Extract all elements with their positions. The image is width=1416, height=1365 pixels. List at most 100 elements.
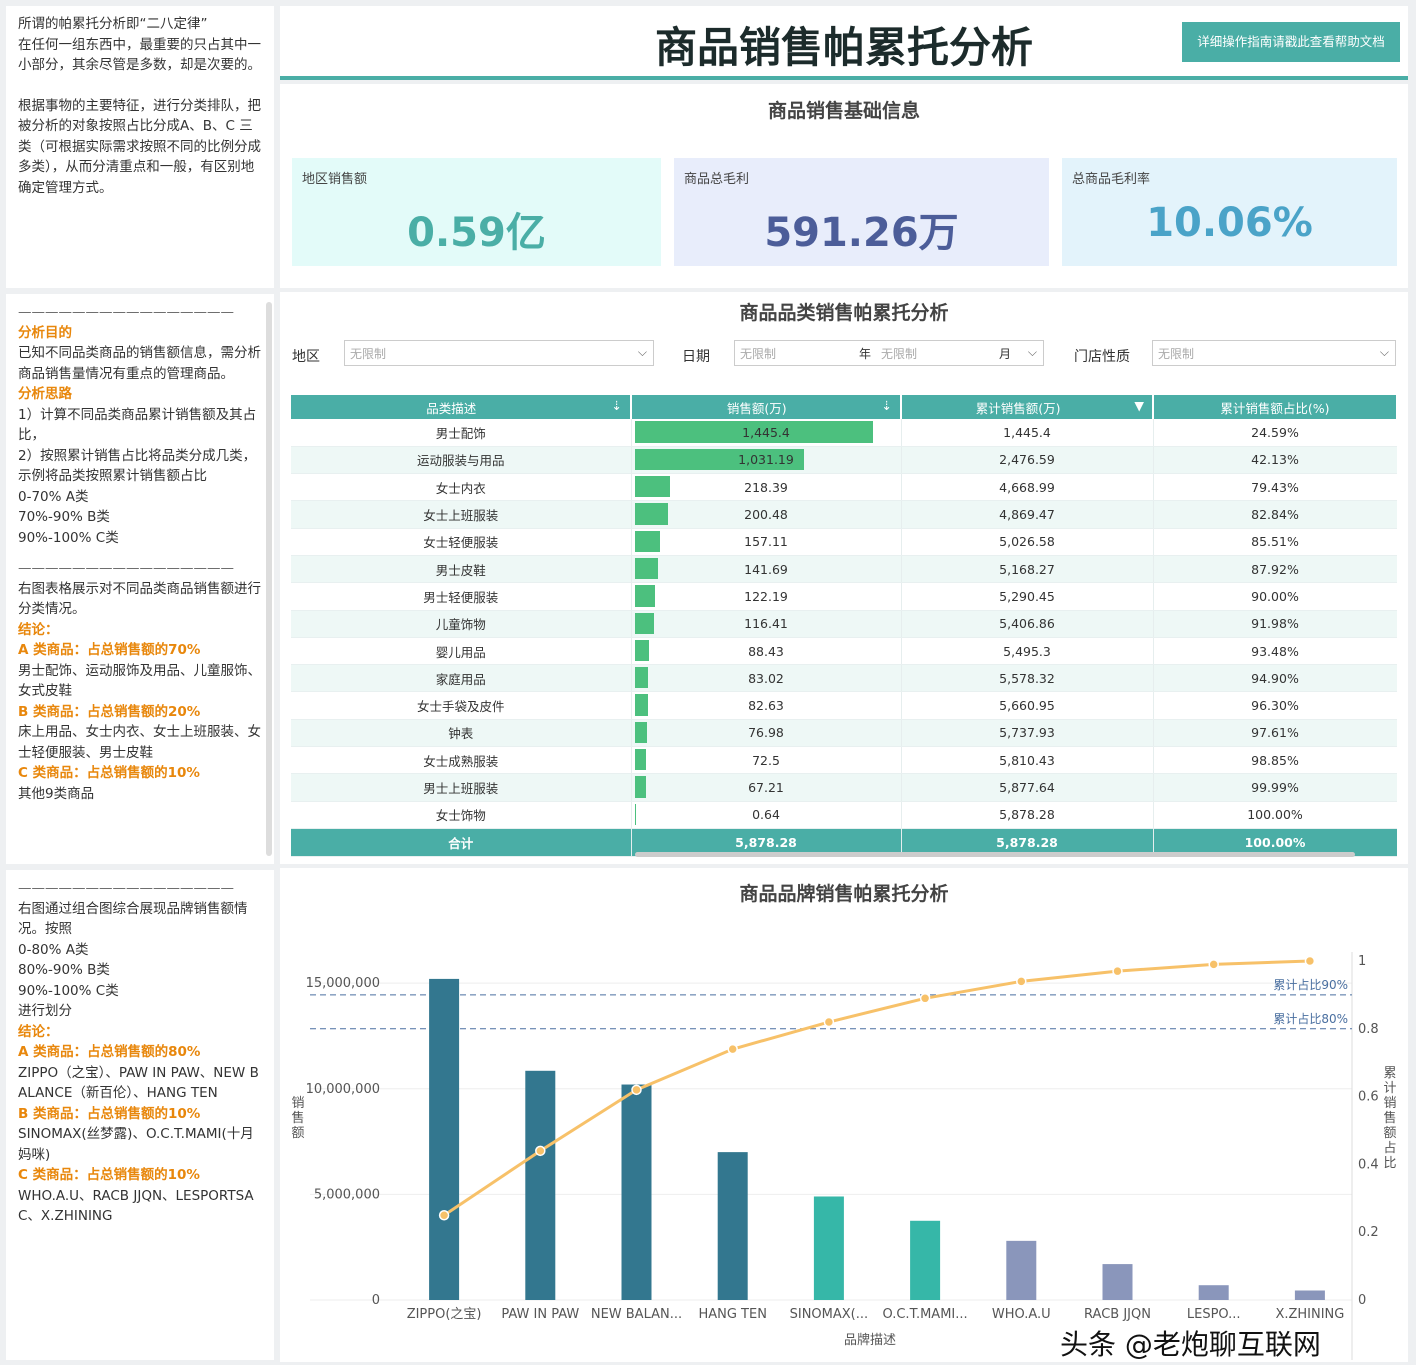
y-tick-label: 5,000,000: [314, 1187, 380, 1202]
bar[interactable]: [525, 1070, 556, 1300]
col-category[interactable]: 品类描述 ⇣: [291, 395, 632, 419]
y2-tick-label: 0.6: [1358, 1090, 1379, 1105]
cum-sales-cell: 5,168.27: [901, 555, 1154, 584]
sales-cell: 0.64: [631, 801, 902, 829]
cum-sales-cell: 2,476.59: [901, 446, 1154, 475]
sales-cell: 83.02: [631, 664, 902, 693]
region-select[interactable]: 无限制 ⌵: [344, 340, 654, 366]
sort-icon[interactable]: ⇣: [881, 397, 892, 413]
sort-icon[interactable]: ⇣: [611, 397, 622, 413]
cumulative-point[interactable]: [1112, 965, 1123, 977]
bar[interactable]: [621, 1084, 652, 1300]
cum-pct-cell: 94.90%: [1153, 664, 1397, 693]
cum-pct-cell: 99.99%: [1153, 773, 1397, 802]
text: 已知不同品类商品的销售额信息，需分析商品销售量情况有重点的管理商品。: [18, 345, 261, 382]
cumulative-point[interactable]: [1016, 976, 1027, 987]
brand-panel: [280, 868, 1408, 1362]
dropdown-icon[interactable]: ▼: [1134, 397, 1144, 413]
table-row[interactable]: 婴儿用品 88.43 5,495.3 93.48%: [291, 637, 1397, 666]
date-select[interactable]: 无限制年无限制月 ⌵: [734, 340, 1044, 366]
y2-tick-label: 0: [1358, 1293, 1366, 1308]
cum-sales-cell: 5,810.43: [901, 746, 1154, 775]
horizontal-scrollbar[interactable]: [635, 852, 1355, 857]
cum-pct-cell: 98.85%: [1153, 746, 1397, 775]
y-tick-label: 10,000,000: [306, 1082, 380, 1097]
help-doc-button[interactable]: 详细操作指南请戳此查看帮助文档: [1182, 22, 1400, 62]
col-cum-pct[interactable]: 累计销售额占比(%): [1153, 395, 1397, 419]
x-tick-label: WHO.A.U: [992, 1307, 1051, 1322]
sales-cell: 1,445.4: [631, 419, 902, 447]
chevron-down-icon: ⌵: [1027, 345, 1037, 359]
text: ZIPPO（之宝）、PAW IN PAW、NEW BALANCE（新百伦）、HA…: [18, 1064, 259, 1102]
watermark: 头条 @老炮聊互联网: [1060, 1328, 1321, 1361]
store-filter: 门店性质 无限制 ⌵: [1062, 338, 1402, 368]
table-row[interactable]: 家庭用品 83.02 5,578.32 94.90%: [291, 664, 1397, 693]
kpi-card: 商品总毛利 591.26万: [674, 158, 1049, 266]
sales-bar: [634, 503, 668, 525]
table-row[interactable]: 男士轻便服装 122.19 5,290.45 90.00%: [291, 582, 1397, 611]
month-unit: 月: [999, 347, 1012, 361]
table-row[interactable]: 儿童饰物 116.41 5,406.86 91.98%: [291, 610, 1397, 638]
sales-cell: 76.98: [631, 719, 902, 748]
y2-axis-title-char: 比: [1383, 1156, 1396, 1171]
cumulative-point[interactable]: [535, 1145, 546, 1157]
y2-tick-label: 0.4: [1358, 1157, 1379, 1172]
month-value: 无限制: [881, 347, 918, 361]
bar[interactable]: [429, 978, 460, 1300]
table-row[interactable]: 女士内衣 218.39 4,668.99 79.43%: [291, 473, 1397, 502]
category-cell: 婴儿用品: [291, 637, 632, 666]
table-row[interactable]: 女士成熟服装 72.5 5,810.43 98.85%: [291, 746, 1397, 775]
cumulative-point[interactable]: [631, 1084, 642, 1096]
heading: 结论：: [18, 621, 59, 638]
cum-pct-cell: 91.98%: [1153, 610, 1397, 638]
cumulative-point[interactable]: [438, 1210, 450, 1221]
sales-bar: [634, 530, 661, 552]
cum-sales-cell: 5,877.64: [901, 773, 1154, 802]
bar[interactable]: [910, 1220, 941, 1300]
bar[interactable]: [813, 1196, 844, 1300]
sales-cell: 122.19: [631, 582, 902, 611]
category-cell: 男士皮鞋: [291, 555, 632, 584]
category-cell: 女士上班服装: [291, 500, 632, 529]
cum-pct-cell: 82.84%: [1153, 500, 1397, 529]
year-value: 无限制: [740, 347, 777, 361]
category-cell: 男士轻便服装: [291, 582, 632, 611]
category-note: ———————————————— 分析目的 已知不同品类商品的销售额信息，需分析商品…: [6, 294, 274, 864]
cumulative-point[interactable]: [1208, 959, 1219, 970]
y2-axis-title-char: 计: [1383, 1081, 1396, 1096]
bar[interactable]: [1294, 1290, 1325, 1300]
section-title: 商品品类销售帕累托分析: [739, 302, 949, 324]
col-cum-sales[interactable]: 累计销售额(万) ▼: [901, 395, 1154, 419]
col-sales[interactable]: 销售额(万) ⇣: [631, 395, 902, 419]
scrollbar[interactable]: [266, 302, 272, 856]
bar[interactable]: [1006, 1240, 1037, 1300]
table-row[interactable]: 女士饰物 0.64 5,878.28 100.00%: [291, 801, 1397, 829]
store-select[interactable]: 无限制 ⌵: [1152, 340, 1396, 366]
table-row[interactable]: 男士上班服装 67.21 5,877.64 99.99%: [291, 773, 1397, 802]
cum-pct-cell: 87.92%: [1153, 555, 1397, 584]
table-row[interactable]: 男士配饰 1,445.4 1,445.4 24.59%: [291, 419, 1397, 447]
bar[interactable]: [1102, 1264, 1133, 1300]
cum-pct-cell: 100.00%: [1153, 801, 1397, 829]
cumulative-point[interactable]: [919, 993, 931, 1004]
bar[interactable]: [717, 1152, 748, 1300]
cumulative-point[interactable]: [823, 1016, 835, 1028]
bar[interactable]: [1198, 1285, 1229, 1300]
heading: 分析思路: [18, 386, 72, 402]
cum-sales-cell: 5,660.95: [901, 691, 1154, 720]
sales-cell: 72.5: [631, 746, 902, 775]
table-row[interactable]: 男士皮鞋 141.69 5,168.27 87.92%: [291, 555, 1397, 584]
table-row[interactable]: 运动服装与用品 1,031.19 2,476.59 42.13%: [291, 446, 1397, 475]
cumulative-point[interactable]: [1304, 955, 1316, 967]
category-cell: 儿童饰物: [291, 610, 632, 638]
y2-axis-title-char: 售: [1383, 1110, 1396, 1126]
reference-label: 累计占比80%: [1273, 1011, 1348, 1026]
cum-sales-cell: 5,737.93: [901, 719, 1154, 748]
table-row[interactable]: 女士轻便服装 157.11 5,026.58 85.51%: [291, 528, 1397, 556]
sales-bar: [634, 557, 658, 580]
sales-cell: 200.48: [631, 500, 902, 529]
cumulative-point[interactable]: [727, 1043, 738, 1055]
table-row[interactable]: 钟表 76.98 5,737.93 97.61%: [291, 719, 1397, 748]
table-row[interactable]: 女士手袋及皮件 82.63 5,660.95 96.30%: [291, 691, 1397, 720]
table-row[interactable]: 女士上班服装 200.48 4,869.47 82.84%: [291, 500, 1397, 529]
